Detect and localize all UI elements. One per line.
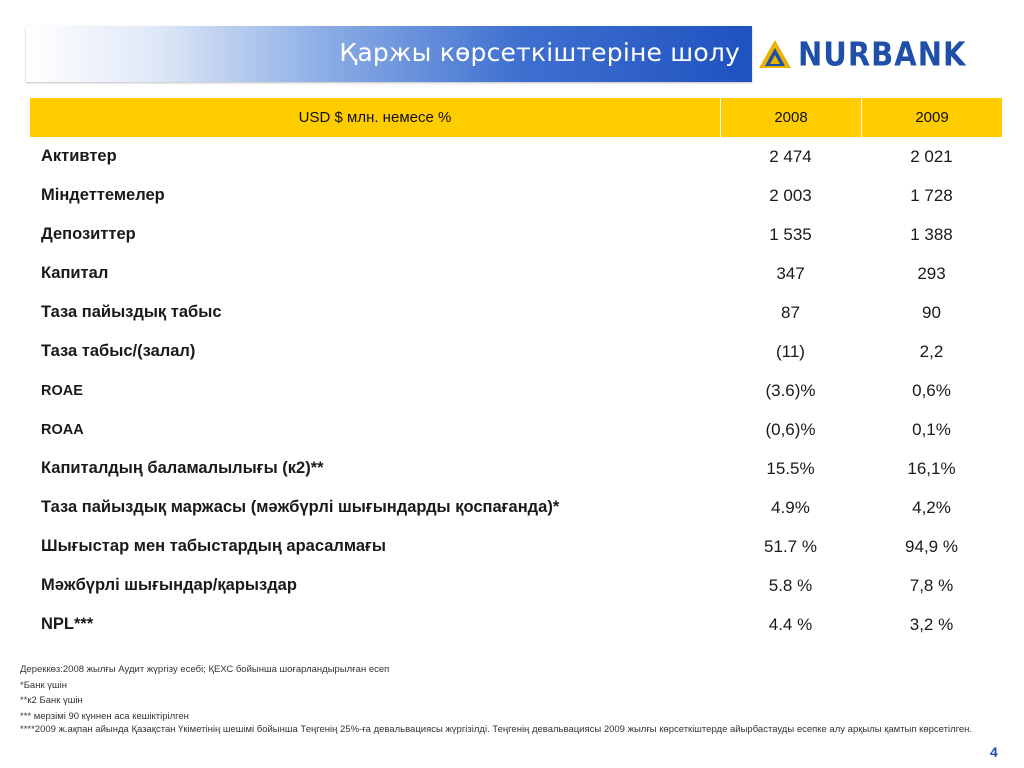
value-2008: 2 474 <box>769 146 812 166</box>
table-row: NPL*** 4.4 % 3,2 % <box>30 605 1002 644</box>
table-row: ROAE (3.6)% 0,6% <box>30 371 1002 410</box>
value-2008: (3.6)% <box>765 380 816 400</box>
financial-table: USD $ млн. немесе % 2008 2009 Активтер 2… <box>30 98 1002 644</box>
nurbank-logo: NURBANK <box>758 34 1010 74</box>
row-label: Таза пайыздық маржасы (мәжбүрлі шығындар… <box>41 498 560 516</box>
table-row: Шығыстар мен табыстардың арасалмағы 51.7… <box>30 527 1002 566</box>
header-year-2009: 2009 <box>861 98 1002 137</box>
row-label: Таза пайыздық табыс <box>41 303 222 321</box>
value-2009: 90 <box>922 302 941 322</box>
row-label: Таза табыс/(залал) <box>41 342 196 360</box>
table-row: Міндеттемелер 2 003 1 728 <box>30 176 1002 215</box>
triangle-logo-icon <box>759 40 791 68</box>
value-2008: 51.7 % <box>764 536 817 556</box>
row-label: Активтер <box>41 147 117 165</box>
value-2008: 2 003 <box>769 185 812 205</box>
value-2009: 7,8 % <box>909 575 954 595</box>
value-2009: 293 <box>917 263 946 283</box>
table-row: Таза пайыздық табыс 87 90 <box>30 293 1002 332</box>
value-2009: 16,1% <box>907 458 956 478</box>
value-2009: 2 021 <box>910 146 953 166</box>
value-2009: 1 728 <box>910 185 953 205</box>
row-label: Капитал <box>41 264 109 282</box>
value-2009: 4,2% <box>912 497 951 517</box>
row-label: Депозиттер <box>41 225 136 243</box>
row-label: ROAA <box>41 421 84 438</box>
value-2008: 347 <box>776 263 805 283</box>
table-row: Мәжбүрлі шығындар/қарыздар 5.8 % 7,8 % <box>30 566 1002 605</box>
value-2009: 0,1% <box>912 419 951 439</box>
value-2008: 4.9% <box>771 497 810 517</box>
value-2008: 87 <box>781 302 800 322</box>
value-2009: 0,6% <box>912 380 951 400</box>
table-header-row: USD $ млн. немесе % 2008 2009 <box>30 98 1002 137</box>
value-2009: 3,2 % <box>909 614 954 634</box>
footnote-2: **к2 Банк үшін <box>20 695 83 706</box>
table-row: Таза табыс/(залал) (11) 2,2 <box>30 332 1002 371</box>
row-label: NPL*** <box>41 615 94 633</box>
footnotes: Дереккөз:2008 жылғы Аудит жүргізу есебі;… <box>20 662 1000 735</box>
value-2009: 2,2 <box>919 341 944 361</box>
value-2008: 15.5% <box>766 458 815 478</box>
table-row: ROAA (0,6)% 0,1% <box>30 410 1002 449</box>
page-number: 4 <box>990 744 998 760</box>
value-2009: 94,9 % <box>905 536 958 556</box>
table-row: Депозиттер 1 535 1 388 <box>30 215 1002 254</box>
footnote-1: *Банк үшін <box>20 679 67 691</box>
footnote-source: Дереккөз:2008 жылғы Аудит жүргізу есебі;… <box>20 664 390 675</box>
value-2008: 5.8 % <box>768 575 813 595</box>
row-label: Мәжбүрлі шығындар/қарыздар <box>41 576 297 594</box>
table-row: Таза пайыздық маржасы (мәжбүрлі шығындар… <box>30 488 1002 527</box>
value-2008: 4.4 % <box>768 614 813 634</box>
table-row: Активтер 2 474 2 021 <box>30 137 1002 176</box>
header-units-label: USD $ млн. немесе % <box>30 98 720 137</box>
value-2008: 1 535 <box>769 224 812 244</box>
table-row: Капитал 347 293 <box>30 254 1002 293</box>
row-label: Міндеттемелер <box>41 186 165 204</box>
row-label: Капиталдың баламалылығы (к2)** <box>41 459 324 477</box>
header-year-2008: 2008 <box>720 98 861 137</box>
page-title: Қаржы көрсеткіштеріне шолу <box>339 38 740 67</box>
title-bar: Қаржы көрсеткіштеріне шолу <box>26 26 752 82</box>
footnote-3: *** мерзімі 90 күннен аса кешіктірілген <box>20 710 189 722</box>
value-2009: 1 388 <box>910 224 953 244</box>
logo-text: NURBANK <box>798 34 967 74</box>
row-label: ROAE <box>41 382 83 399</box>
value-2008: (11) <box>776 341 805 361</box>
row-label: Шығыстар мен табыстардың арасалмағы <box>41 537 387 555</box>
table-row: Капиталдың баламалылығы (к2)** 15.5% 16,… <box>30 449 1002 488</box>
footnote-4: ****2009 ж.ақпан айында Қазақстан Үкімет… <box>20 724 973 735</box>
value-2008: (0,6)% <box>765 419 816 439</box>
